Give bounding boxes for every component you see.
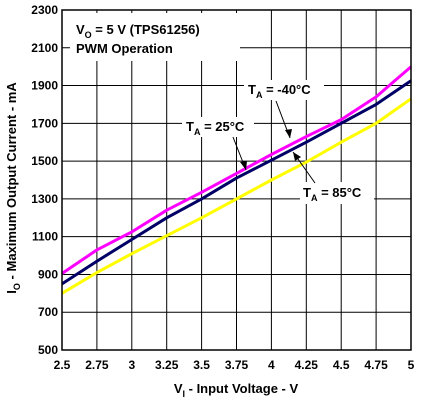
x-tick-label: 4.75 [364,358,388,372]
y-tick-label: 1300 [31,192,58,206]
series-line-85c [61,97,412,295]
y-tick-label: 700 [38,305,58,319]
series-label-25: TA = 25°C [186,119,245,137]
label-bg-85 [300,182,374,204]
x-tick-label: 3.25 [155,358,179,372]
series-line-minus40c [61,65,412,275]
label-bg-minus40 [244,80,324,100]
x-tick-labels: 2.5 2.75 3 3.25 3.5 3.75 4 4.25 4.5 4.75 5 [54,358,415,372]
label-bg-25 [182,117,254,137]
annotation-line2: PWM Operation [76,41,173,56]
annotation-background [70,13,240,61]
y-tick-label: 1500 [31,154,58,168]
series-label-minus40: TA = -40°C [248,82,311,100]
y-tick-labels: 500 700 900 1100 1300 1500 1700 1900 2100 2300 [31,3,58,357]
y-tick-label: 2100 [31,41,58,55]
x-axis-title: VI - Input Voltage - V [174,381,299,399]
series-line-25c [61,79,412,286]
y-axis-title: IO - Maximum Output Current - mA [4,82,22,294]
series-lines [61,65,412,295]
x-tick-label: 4 [268,358,275,372]
x-tick-label: 3 [128,358,135,372]
plot-frame [61,9,412,351]
y-tick-label: 1900 [31,79,58,93]
pointer-25-arrowhead [240,161,247,170]
x-tick-label: 2.5 [54,358,71,372]
x-tick-label: 3.5 [193,358,210,372]
y-tick-label: 1700 [31,116,58,130]
annotation-line1: VO = 5 V (TPS61256) [76,22,200,40]
x-tick-label: 2.75 [85,358,109,372]
series-label-85: TA = 85°C [303,185,362,203]
y-tick-label: 900 [38,267,58,281]
x-tick-label: 3.75 [225,358,249,372]
y-tick-label: 1100 [32,230,58,244]
y-tick-label: 500 [38,343,58,357]
pointer-85-arrowhead [293,152,301,161]
x-tick-label: 5 [408,358,415,372]
x-tick-label: 4.5 [333,358,350,372]
x-tick-label: 4.25 [295,358,319,372]
y-tick-label: 2300 [31,3,58,17]
pointer-minus40-arrowhead [285,129,292,138]
